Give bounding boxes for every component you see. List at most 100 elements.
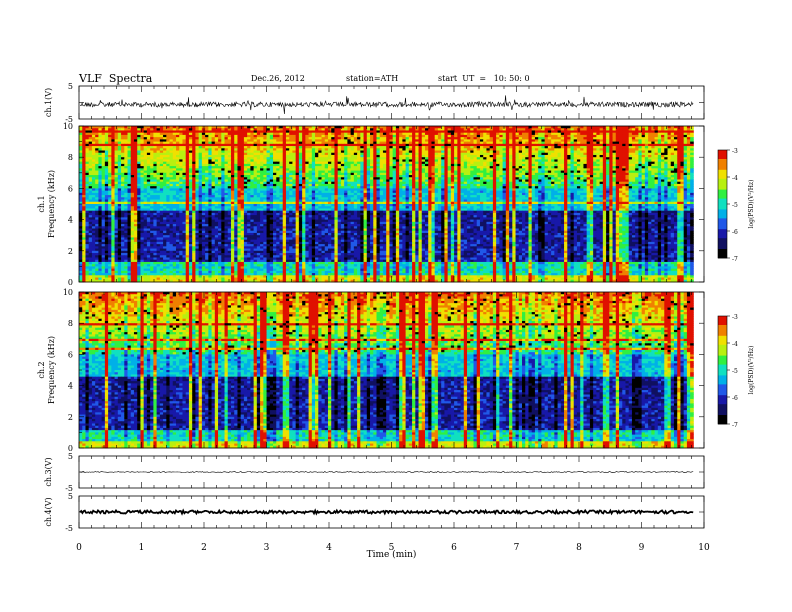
ch2-spectrogram-colorbar-segment bbox=[718, 325, 727, 328]
ch1-spectrogram-colorbar-segment bbox=[718, 225, 727, 228]
ch1-spectrogram-colorbar-segment bbox=[718, 243, 727, 246]
ch2-spectrogram-colorbar-segment bbox=[718, 384, 727, 387]
ch2-spectrogram-colorbar-segment bbox=[718, 335, 727, 338]
ch2-spectrogram-colorbar-label: log(PSD)(V²/Hz) bbox=[748, 346, 755, 395]
ch2-spectrogram-colorbar-segment bbox=[718, 341, 727, 344]
ch1-spectrogram-colorbar-segment bbox=[718, 184, 727, 187]
ch1-spectrogram-colorbar-segment bbox=[718, 254, 727, 257]
ch2-spectrogram-ytick-label: 8 bbox=[68, 319, 73, 328]
ch2-spectrogram-colorbar-segment bbox=[718, 359, 727, 362]
ch1-spectrogram-colorbar-segment bbox=[718, 173, 727, 176]
ch2-spectrogram-colorbar-segment bbox=[718, 400, 727, 403]
ch1-spectrogram-colorbar-segment bbox=[718, 155, 727, 158]
ch1-waveform-ytick-label: -5 bbox=[65, 115, 73, 124]
ch1-spectrogram-colorbar-segment bbox=[718, 164, 727, 167]
x-tick-label: 1 bbox=[139, 543, 145, 553]
ch2-spectrogram-colorbar-segment bbox=[718, 409, 727, 412]
ch1-spectrogram-colorbar-segment bbox=[718, 223, 727, 226]
ch2-spectrogram-colorbar-segment bbox=[718, 380, 727, 383]
ch1-spectrogram-colorbar-segment bbox=[718, 198, 727, 201]
ch2-spectrogram-colorbar-segment bbox=[718, 407, 727, 410]
ch2-spectrogram-colorbar-segment bbox=[718, 362, 727, 365]
ch1-spectrogram-colorbar-segment bbox=[718, 204, 727, 207]
ch2-spectrogram-colorbar-segment bbox=[718, 391, 727, 394]
ch1-spectrogram-colorbar-segment bbox=[718, 160, 727, 163]
ch2-spectrogram-colorbar-segment bbox=[718, 326, 727, 329]
ch1-spectrogram-colorbar-segment bbox=[718, 159, 727, 162]
ch1-spectrogram-colorbar-segment bbox=[718, 187, 727, 190]
station-label: station=ATH bbox=[346, 74, 398, 83]
ch3-waveform-ylabel: ch.3(V) bbox=[44, 457, 53, 486]
chart-title: VLF Spectra bbox=[79, 72, 152, 85]
ch1-spectrogram-colorbar-segment bbox=[718, 240, 727, 243]
ch2-spectrogram-colorbar-segment bbox=[718, 328, 727, 331]
ch2-spectrogram-colorbar-segment bbox=[718, 395, 727, 398]
ch4-waveform-ylabel: ch.4(V) bbox=[44, 497, 53, 526]
ch1-spectrogram-colorbar-segment bbox=[718, 157, 727, 160]
x-tick-label: 10 bbox=[698, 543, 710, 553]
ch2-spectrogram-colorbar-segment bbox=[718, 321, 727, 324]
ch2-spectrogram-colorbar-segment bbox=[718, 319, 727, 322]
ch1-spectrogram-colorbar-segment bbox=[718, 175, 727, 178]
ch1-spectrogram-colorbar-segment bbox=[718, 166, 727, 169]
x-tick-label: 3 bbox=[264, 543, 270, 553]
ch1-spectrogram-colorbar-segment bbox=[718, 218, 727, 221]
ch1-spectrogram-colorbar-segment bbox=[718, 168, 727, 171]
ch2-spectrogram-colorbar-segment bbox=[718, 382, 727, 385]
x-tick-label: 8 bbox=[576, 543, 582, 553]
ch3-waveform-trace bbox=[79, 471, 694, 473]
ch1-spectrogram-colorbar-segment bbox=[718, 241, 727, 244]
ch2-spectrogram-colorbar-segment bbox=[718, 368, 727, 371]
ch1-spectrogram-colorbar-segment bbox=[718, 182, 727, 185]
ch1-spectrogram-colorbar-segment bbox=[718, 236, 727, 239]
ch2-spectrogram-ylabel-channel: ch.2 bbox=[37, 361, 46, 378]
ch1-waveform-trace bbox=[79, 95, 694, 115]
ch1-spectrogram-colorbar-segment bbox=[718, 202, 727, 205]
ch1-spectrogram-colorbar-segment bbox=[718, 234, 727, 237]
ch2-spectrogram-colorbar-segment bbox=[718, 334, 727, 337]
ch1-spectrogram-ytick-label: 8 bbox=[68, 153, 73, 162]
ch2-spectrogram-ytick-label: 4 bbox=[68, 382, 73, 391]
ch2-spectrogram-colorbar-segment bbox=[718, 397, 727, 400]
date-label: Dec.26, 2012 bbox=[251, 74, 305, 83]
x-axis-label: Time (min) bbox=[367, 549, 417, 560]
ch1-spectrogram-colorbar-segment bbox=[718, 169, 727, 172]
ch2-spectrogram-colorbar-segment bbox=[718, 422, 727, 425]
ch1-spectrogram-colorbar-tick-label: -5 bbox=[732, 202, 738, 209]
ch3-waveform-ytick-label: 5 bbox=[68, 452, 73, 461]
ch1-waveform-ytick-label: 5 bbox=[68, 82, 73, 91]
ch1-spectrogram-colorbar-segment bbox=[718, 195, 727, 198]
ch1-spectrogram-colorbar-segment bbox=[718, 151, 727, 154]
ch2-spectrogram-ylabel: Frequency (kHz) bbox=[47, 336, 56, 404]
x-tick-label: 5 bbox=[389, 543, 395, 553]
ch1-spectrogram-colorbar-segment bbox=[718, 186, 727, 189]
ch1-spectrogram-ytick-label: 4 bbox=[68, 216, 73, 225]
ch2-spectrogram-colorbar-segment bbox=[718, 330, 727, 333]
ch2-spectrogram-ytick-label: 0 bbox=[68, 444, 73, 453]
ch2-spectrogram-colorbar-segment bbox=[718, 339, 727, 342]
ch2-spectrogram-colorbar-segment bbox=[718, 379, 727, 382]
ch1-spectrogram-colorbar-segment bbox=[718, 227, 727, 230]
ch2-spectrogram-colorbar-segment bbox=[718, 411, 727, 414]
ch4-waveform-ytick-label: 5 bbox=[68, 492, 73, 501]
ch1-spectrogram-ytick-label: 0 bbox=[68, 278, 73, 287]
ch1-spectrogram-ytick-label: 6 bbox=[68, 184, 73, 193]
ch1-spectrogram-colorbar-label: log(PSD)(V²/Hz) bbox=[748, 180, 755, 229]
ch1-spectrogram-colorbar-segment bbox=[718, 211, 727, 214]
ch2-spectrogram-colorbar-segment bbox=[718, 388, 727, 391]
ch1-spectrogram-colorbar-segment bbox=[718, 162, 727, 165]
ch2-spectrogram-colorbar-segment bbox=[718, 350, 727, 353]
ch2-spectrogram-colorbar-tick-label: -5 bbox=[732, 368, 738, 375]
ch1-spectrogram-colorbar-segment bbox=[718, 252, 727, 255]
ch1-spectrogram-colorbar-segment bbox=[718, 214, 727, 217]
ch2-spectrogram-colorbar-segment bbox=[718, 402, 727, 405]
ch1-spectrogram-ytick-label: 10 bbox=[63, 122, 73, 131]
ch2-spectrogram-colorbar-segment bbox=[718, 346, 727, 349]
ch2-spectrogram-colorbar-segment bbox=[718, 343, 727, 346]
ch1-spectrogram-colorbar-segment bbox=[718, 207, 727, 210]
ch2-spectrogram-colorbar-segment bbox=[718, 389, 727, 392]
ch2-spectrogram-colorbar-segment bbox=[718, 418, 727, 421]
ch1-spectrogram-colorbar-segment bbox=[718, 180, 727, 183]
ch2-spectrogram-colorbar-segment bbox=[718, 344, 727, 347]
